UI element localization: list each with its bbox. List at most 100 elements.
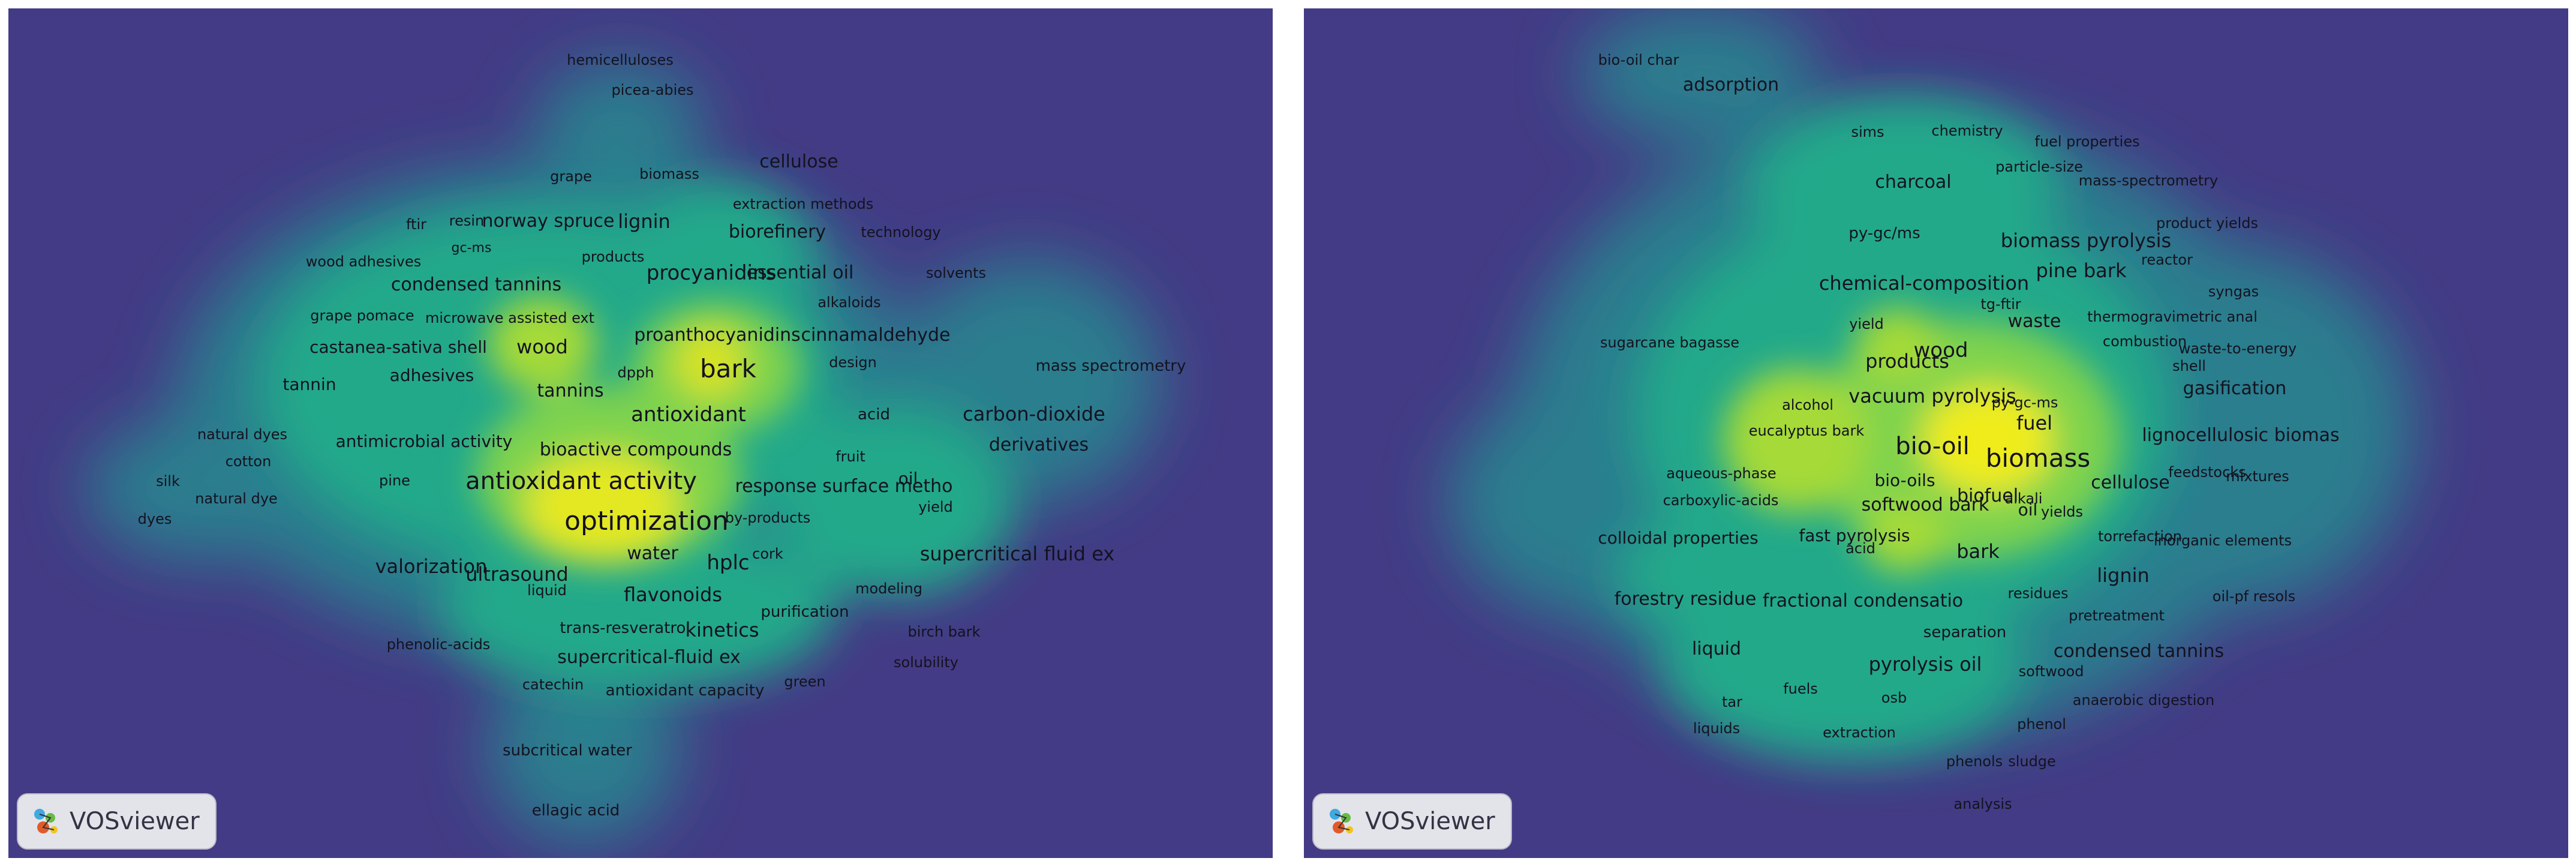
term-label[interactable]: inorganic elements (2153, 532, 2292, 549)
term-label[interactable]: supercritical fluid ex (919, 542, 1115, 565)
term-label[interactable]: pine bark (2036, 259, 2127, 282)
term-label[interactable]: antimicrobial activity (335, 431, 513, 451)
term-label[interactable]: flavonoids (623, 583, 723, 606)
term-label[interactable]: natural dyes (197, 426, 288, 443)
term-label[interactable]: mass spectrometry (1035, 357, 1186, 375)
term-label[interactable]: extraction methods (732, 196, 874, 212)
term-label[interactable]: waste-to-energy (2178, 340, 2297, 357)
term-label[interactable]: wood (516, 335, 568, 358)
term-label[interactable]: castanea-sativa shell (309, 337, 487, 357)
term-label[interactable]: derivatives (988, 434, 1089, 455)
term-label[interactable]: pretreatment (2069, 607, 2165, 624)
term-label[interactable]: yields (2040, 503, 2084, 520)
term-label[interactable]: phenolic-acids (386, 636, 491, 653)
term-label[interactable]: norway spruce (482, 211, 615, 232)
term-label[interactable]: carboxylic-acids (1663, 492, 1779, 509)
term-label[interactable]: charcoal (1875, 172, 1952, 193)
term-label[interactable]: mass-spectrometry (2078, 172, 2219, 189)
term-label[interactable]: acid (1845, 540, 1875, 557)
term-label[interactable]: py-gc/ms (1848, 224, 1920, 242)
term-label[interactable]: feedstocks (2168, 464, 2246, 481)
term-label[interactable]: hplc (707, 551, 750, 575)
term-label[interactable]: condensed tannins (390, 274, 562, 295)
term-label[interactable]: birch bark (907, 623, 981, 640)
term-label[interactable]: response surface metho (735, 476, 953, 497)
term-label[interactable]: yield (918, 499, 953, 515)
term-label[interactable]: oil (898, 469, 918, 488)
density-map-right[interactable]: bio-oil char adsorption sims chemistry fuel … (1304, 8, 2568, 858)
term-label[interactable]: shell (2172, 358, 2206, 374)
term-label[interactable]: tar (1722, 694, 1742, 710)
term-label[interactable]: gasification (2183, 378, 2287, 399)
term-label[interactable]: liquids (1693, 720, 1741, 737)
term-label[interactable]: cellulose (759, 151, 838, 172)
term-label[interactable]: anaerobic digestion (2072, 692, 2215, 709)
term-label[interactable]: water (627, 543, 678, 564)
term-label[interactable]: bio-oil char (1598, 52, 1679, 68)
term-label[interactable]: liquid (527, 582, 567, 599)
term-label[interactable]: ellagic acid (531, 802, 620, 820)
term-label[interactable]: microwave assisted ext (425, 310, 595, 326)
term-label[interactable]: design (829, 354, 877, 371)
term-label[interactable]: fuel properties (2034, 133, 2140, 150)
term-label[interactable]: residues (2007, 585, 2069, 602)
term-label[interactable]: dyes (137, 511, 172, 527)
term-label[interactable]: resin (449, 212, 485, 229)
term-label[interactable]: fuels (1783, 680, 1818, 697)
term-label[interactable]: grape pomace (310, 307, 414, 324)
term-label[interactable]: combustion (2102, 333, 2187, 350)
term-label[interactable]: phenols (1946, 753, 2003, 770)
term-label[interactable]: cinnamaldehyde (801, 325, 951, 346)
term-label[interactable]: oil (2018, 500, 2038, 520)
term-label[interactable]: biofuel (1956, 485, 2019, 506)
term-label[interactable]: sludge (2008, 753, 2056, 770)
term-label[interactable]: sugarcane bagasse (1600, 334, 1740, 351)
term-label[interactable]: liquid (1691, 638, 1742, 659)
term-label[interactable]: osb (1881, 689, 1907, 706)
term-label[interactable]: pyrolysis oil (1868, 653, 1982, 676)
term-label[interactable]: chemistry (1931, 122, 2003, 139)
term-label[interactable]: purification (761, 603, 849, 621)
term-label[interactable]: torrefaction (2098, 528, 2182, 545)
term-label[interactable]: py-gc-ms (1991, 394, 2058, 411)
term-label[interactable]: alkali (2004, 490, 2043, 507)
term-label[interactable]: modeling (855, 580, 922, 597)
term-label[interactable]: supercritical-fluid ex (557, 647, 741, 668)
term-label[interactable]: softwood (2018, 663, 2084, 680)
term-label[interactable]: biomass (1985, 443, 2091, 473)
term-label[interactable]: technology (861, 224, 941, 241)
term-label[interactable]: grape (550, 168, 592, 185)
term-label[interactable]: cork (752, 545, 783, 562)
term-label[interactable]: condensed tannins (2053, 641, 2225, 662)
term-label[interactable]: subcritical water (503, 742, 632, 760)
term-label[interactable]: antioxidant (631, 403, 746, 427)
term-label[interactable]: bioactive compounds (539, 439, 732, 460)
term-label[interactable]: eucalyptus bark (1748, 422, 1865, 439)
term-label[interactable]: vacuum pyrolysis (1848, 385, 2016, 407)
term-label[interactable]: picea-abies (611, 82, 694, 98)
term-label[interactable]: natural dye (195, 490, 278, 507)
term-label[interactable]: adsorption (1682, 74, 1780, 95)
term-label[interactable]: syngas (2208, 283, 2259, 300)
term-label[interactable]: wood (1913, 338, 1968, 362)
term-label[interactable]: lignin (2097, 564, 2150, 587)
term-label[interactable]: reactor (2141, 251, 2193, 268)
term-label[interactable]: aqueous-phase (1666, 465, 1777, 482)
term-label[interactable]: carbon-dioxide (963, 403, 1105, 425)
term-label[interactable]: hemicelluloses (567, 52, 674, 68)
term-label[interactable]: wood adhesives (305, 253, 422, 270)
term-label[interactable]: adhesives (389, 365, 474, 385)
term-label[interactable]: sims (1851, 124, 1884, 140)
term-label[interactable]: tannins (537, 380, 604, 401)
term-label[interactable]: product yields (2156, 215, 2258, 232)
term-label[interactable]: cellulose (2091, 472, 2170, 493)
density-map-left[interactable]: hemicelluloses picea-abies grape biomass cel… (8, 8, 1273, 858)
term-label[interactable]: alcohol (1782, 397, 1833, 413)
term-label[interactable]: separation (1923, 623, 2007, 641)
term-label[interactable]: antioxidant capacity (605, 682, 765, 700)
term-label[interactable]: lignocellulosic biomas (2142, 425, 2340, 446)
term-label[interactable]: gc-ms (451, 241, 492, 256)
term-label[interactable]: chemical-composition (1818, 272, 2030, 295)
term-label[interactable]: bio-oil (1895, 433, 1970, 460)
term-label[interactable]: extraction (1823, 724, 1896, 741)
